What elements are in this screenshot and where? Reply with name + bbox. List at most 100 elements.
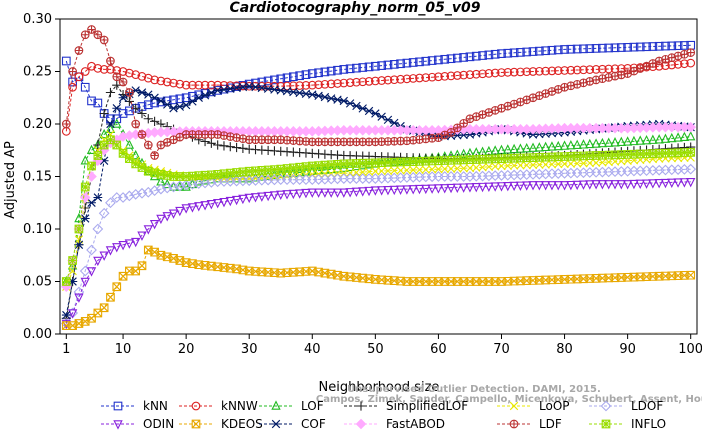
- data-point-knn: [421, 56, 431, 66]
- data-point-lof: [80, 155, 90, 165]
- data-point-loop: [383, 166, 393, 176]
- data-point-inflo: [74, 224, 84, 234]
- legend-item-simplifiedlof: SimplifiedLOF: [344, 399, 468, 413]
- data-point-knn: [648, 42, 658, 51]
- data-point-odin: [124, 239, 135, 249]
- data-point-knnw: [358, 77, 368, 87]
- data-point-ldf: [61, 119, 71, 129]
- data-point-ldf: [87, 25, 96, 34]
- data-point-inflo: [289, 163, 298, 173]
- series-line-odin: [65, 181, 691, 324]
- data-point-cof: [175, 102, 185, 111]
- data-point-knnw: [295, 81, 305, 90]
- legend: kNN kNNW LOF SimplifiedLOF LoOP LDOF ODIN KDEOS…: [101, 399, 666, 431]
- series-line-fastabod: [65, 126, 691, 287]
- data-point-knn: [175, 94, 185, 104]
- watermark-line-2: Unsupervised Outlier Detection. DAMI, 20…: [347, 384, 601, 395]
- data-point-loop: [465, 163, 475, 173]
- data-point-loop: [396, 166, 405, 175]
- data-point-lof: [540, 141, 551, 152]
- data-point-knnw: [446, 71, 456, 81]
- data-point-odin: [130, 237, 141, 248]
- data-point-knn: [547, 45, 557, 55]
- data-point-loop: [446, 164, 456, 173]
- data-point-inflo: [276, 164, 286, 174]
- data-point-knn: [490, 49, 500, 59]
- data-point-knn: [377, 61, 387, 70]
- data-point-lof: [591, 138, 601, 148]
- data-point-knnw: [68, 82, 77, 92]
- legend-item-ldof: LDOF: [589, 399, 663, 413]
- data-point-odin: [181, 204, 191, 214]
- data-point-knnw: [484, 69, 494, 78]
- legend-marker-simplifiedlof: [356, 401, 366, 411]
- y-tick-label: 0.30: [23, 12, 52, 27]
- data-point-knnw: [408, 74, 418, 83]
- data-point-loop: [421, 165, 430, 174]
- x-tick-label: 80: [556, 342, 573, 357]
- data-point-inflo: [125, 154, 134, 163]
- data-point-knn: [106, 114, 115, 124]
- y-tick-label: 0.05: [23, 275, 52, 290]
- data-point-knnw: [125, 68, 134, 78]
- data-point-ldf: [137, 130, 147, 139]
- data-point-odin: [635, 179, 645, 190]
- data-point-odin: [212, 199, 223, 209]
- data-point-cof: [169, 104, 178, 113]
- series-knnw: [61, 58, 696, 136]
- data-point-knn: [560, 45, 569, 54]
- legend-item-knnw: kNNW: [179, 399, 258, 413]
- watermark-line-1: Campos, Zimek, Sander, Campello, Micenko…: [316, 394, 702, 405]
- data-point-knn: [440, 54, 450, 64]
- data-point-knn: [289, 72, 298, 82]
- legend-item-cof: COF: [259, 417, 326, 431]
- legend-label-simplifiedlof: SimplifiedLOF: [386, 399, 468, 413]
- data-point-odin: [93, 256, 103, 267]
- data-point-ldof: [155, 183, 167, 195]
- data-point-odin: [578, 180, 589, 190]
- data-point-inflo: [80, 182, 90, 192]
- data-point-lof: [345, 161, 355, 172]
- data-point-loop: [490, 162, 500, 171]
- data-point-knn: [503, 48, 513, 58]
- data-point-ldf: [74, 46, 84, 55]
- data-point-odin: [364, 186, 374, 197]
- data-point-knnw: [156, 76, 166, 86]
- data-point-knnw: [572, 65, 582, 75]
- data-point-kdeos: [686, 270, 696, 280]
- data-point-lof: [534, 142, 545, 152]
- data-point-knn: [396, 59, 405, 69]
- data-point-lof: [641, 134, 652, 145]
- data-point-odin: [515, 181, 526, 191]
- series-knn: [61, 40, 696, 124]
- data-point-lof: [578, 139, 589, 149]
- chart-title: Cardiotocography_norm_05_v09: [230, 0, 481, 16]
- data-point-ldof: [98, 207, 110, 219]
- legend-label-fastabod: FastABOD: [386, 417, 445, 431]
- data-point-odin: [648, 179, 658, 189]
- data-point-knnw: [162, 77, 172, 87]
- data-point-loop: [352, 168, 361, 177]
- data-point-knn: [471, 51, 481, 61]
- data-point-cof: [87, 198, 96, 207]
- data-point-knn: [585, 44, 595, 53]
- data-point-lof: [130, 149, 141, 160]
- data-point-knn: [282, 73, 292, 83]
- data-point-ldf: [459, 118, 468, 128]
- data-point-lof: [124, 139, 135, 149]
- data-point-odin: [294, 189, 305, 199]
- data-point-lof: [629, 135, 639, 146]
- legend-marker-knnw: [191, 401, 201, 411]
- data-point-loop: [522, 160, 531, 170]
- data-point-odin: [490, 182, 500, 192]
- data-point-knnw: [566, 65, 576, 75]
- data-point-kdeos: [112, 282, 122, 292]
- data-point-simplifiedlof: [150, 116, 160, 126]
- data-point-loop: [509, 161, 519, 170]
- data-point-inflo: [87, 161, 96, 171]
- data-point-knn: [680, 41, 689, 50]
- data-point-knn: [118, 109, 128, 118]
- data-point-knnw: [421, 73, 431, 82]
- data-point-knn: [667, 41, 677, 51]
- data-point-lof: [276, 168, 286, 179]
